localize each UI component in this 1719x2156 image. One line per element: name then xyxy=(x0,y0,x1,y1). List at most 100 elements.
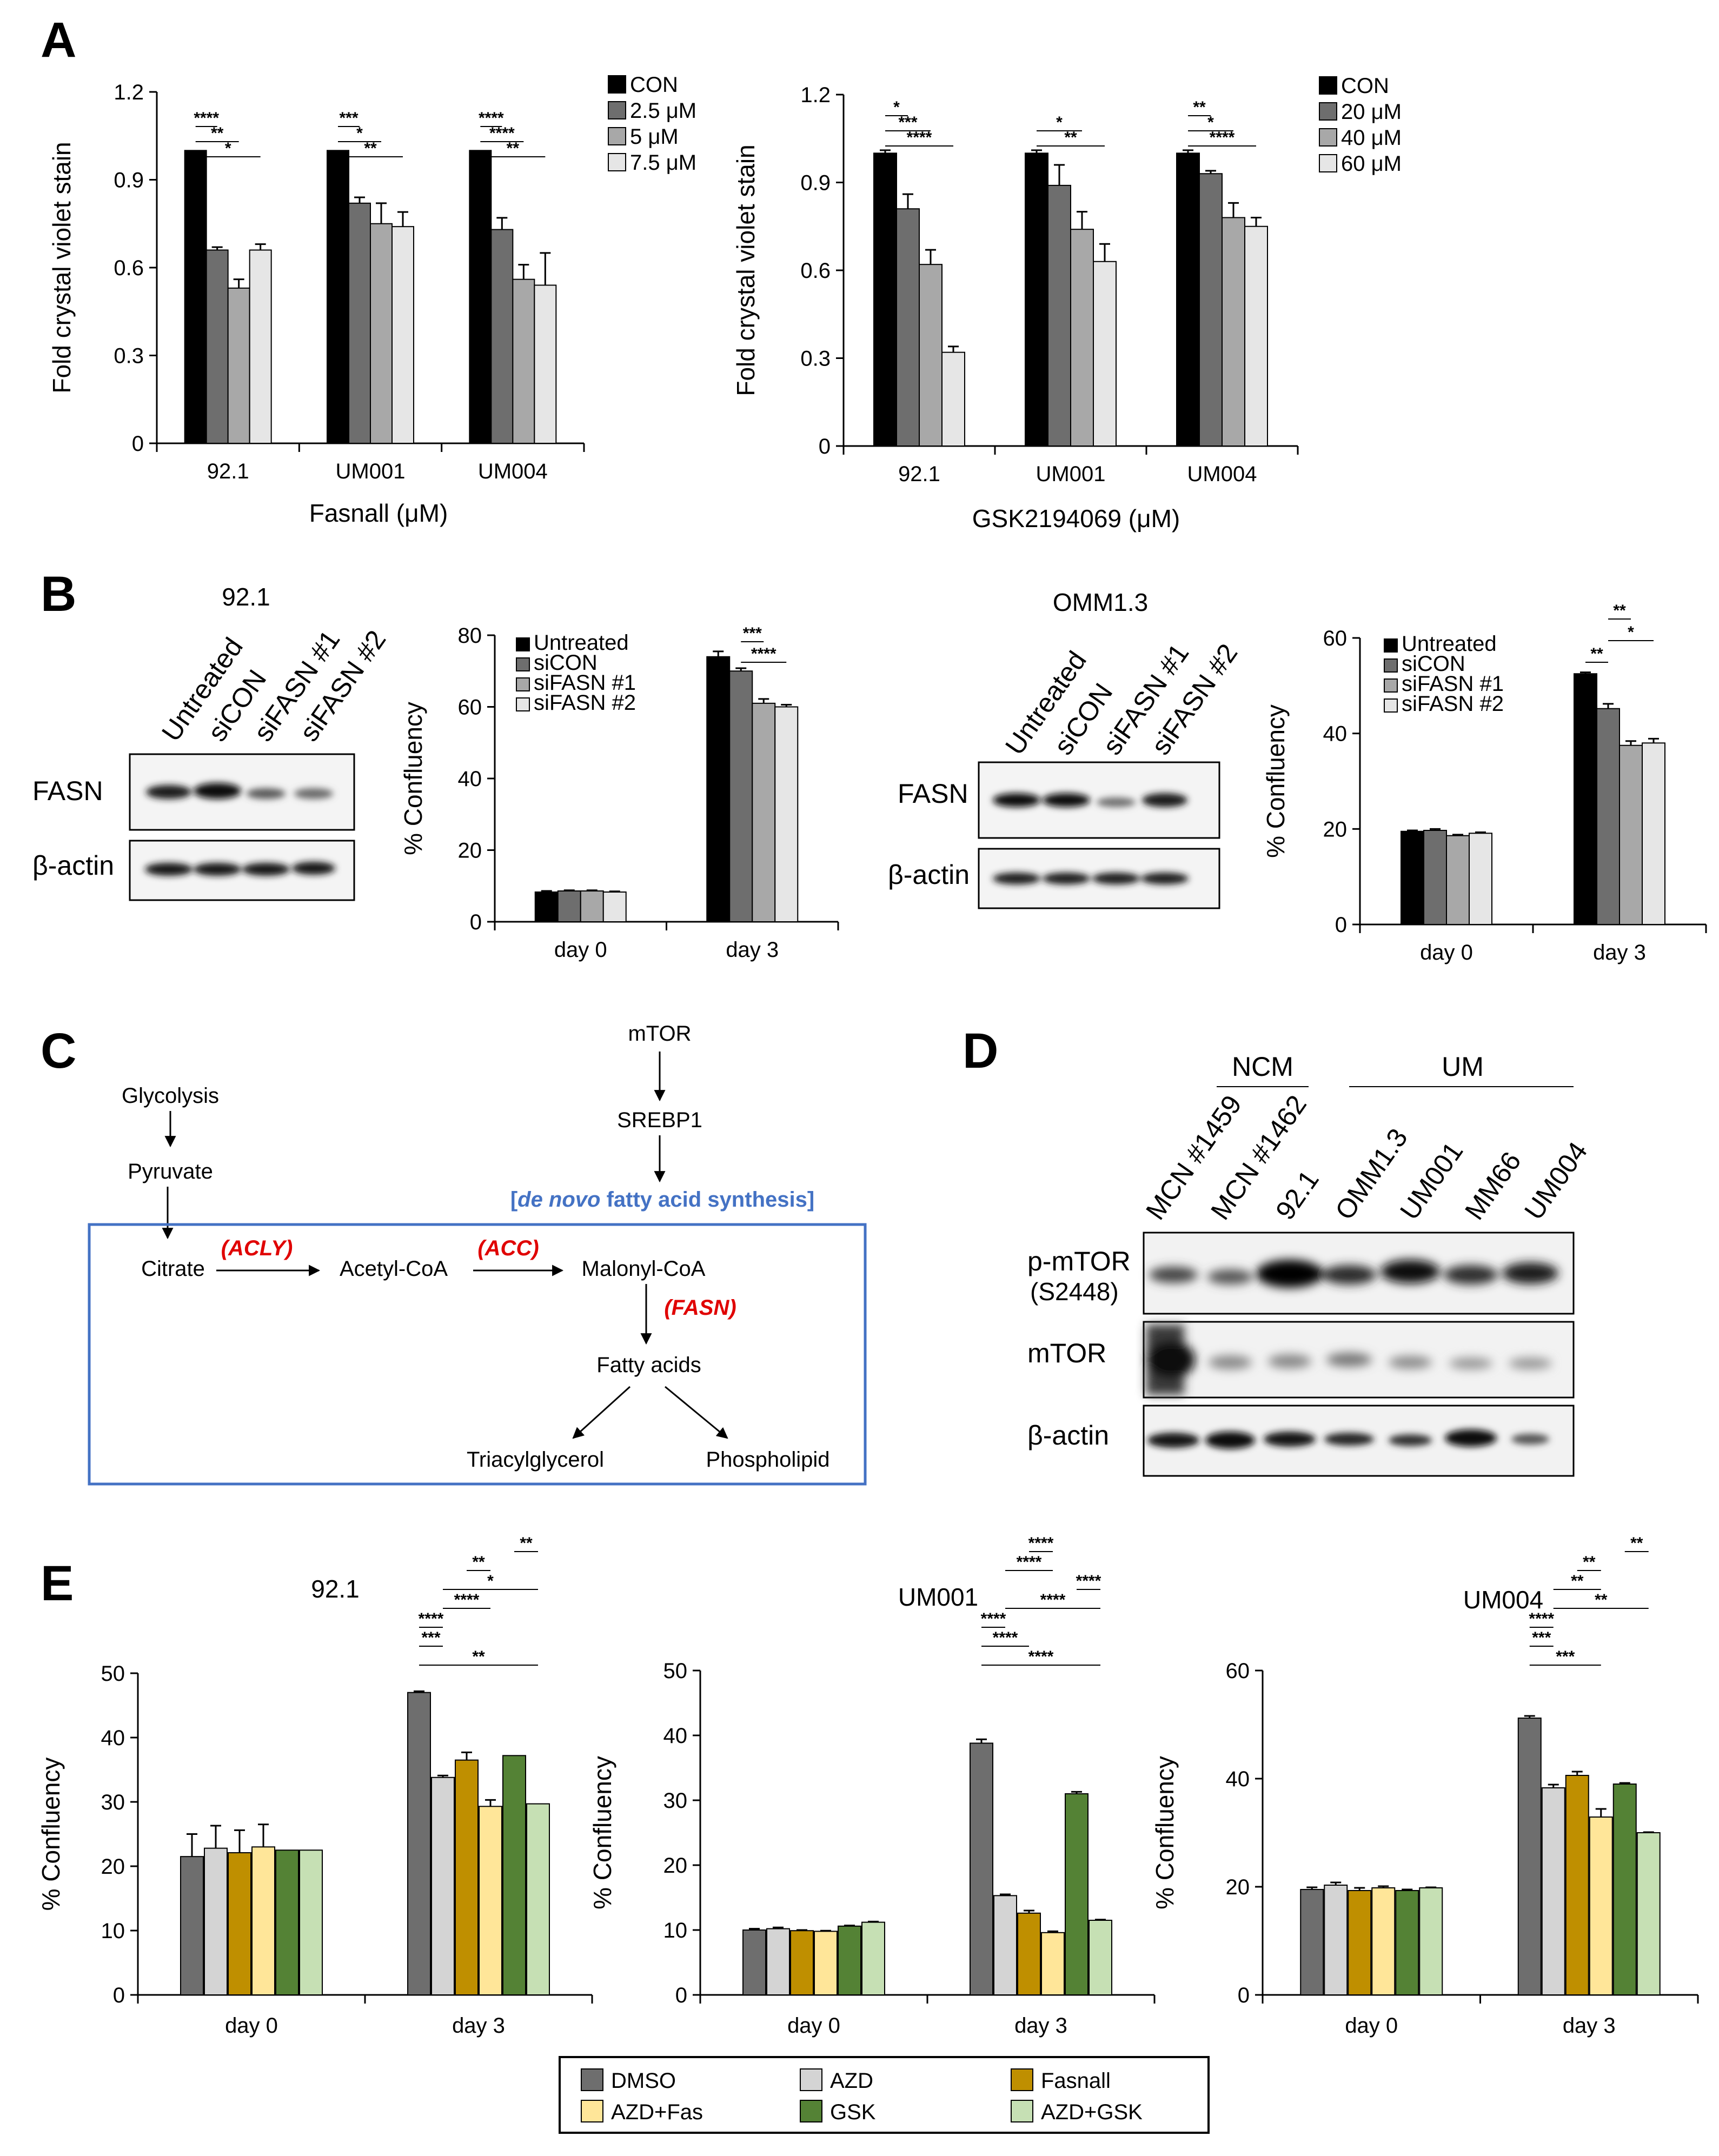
node-triacylglycerol: Triacylglycerol xyxy=(467,1448,604,1472)
y-tick-label: 0.6 xyxy=(114,256,144,280)
bar xyxy=(1093,261,1117,447)
blot-bands xyxy=(146,783,333,799)
y-tick-label: 30 xyxy=(663,1789,688,1813)
bar xyxy=(1469,833,1492,925)
pathway-title-rest: fatty acid synthesis] xyxy=(600,1188,814,1212)
x-tick-label: day 0 xyxy=(1345,2014,1398,2038)
blot-lane-label: MM66 xyxy=(1459,1146,1527,1225)
pathway-title-open: [ xyxy=(510,1188,517,1212)
y-tick-label: 10 xyxy=(663,1919,688,1942)
significance-label: ** xyxy=(1571,1572,1584,1590)
bar xyxy=(873,152,897,447)
significance-label: * xyxy=(1207,114,1214,131)
bar xyxy=(1222,217,1245,447)
y-axis-title: % Confluency xyxy=(399,702,427,855)
legend-label-fasnall: Fasnall xyxy=(1041,2069,1111,2093)
significance-label: **** xyxy=(419,1610,444,1628)
bar xyxy=(526,1803,550,1996)
x-tick-label: day 3 xyxy=(1593,941,1646,964)
bar xyxy=(1636,1832,1661,1995)
legend-swatch xyxy=(516,697,530,711)
y-tick-label: 20 xyxy=(1226,1875,1250,1899)
significance-label: ** xyxy=(1064,129,1077,147)
bar xyxy=(327,150,349,444)
blot-bands xyxy=(1149,1260,1558,1288)
bar xyxy=(1025,152,1048,447)
x-axis-title: Fasnall (μM) xyxy=(309,499,448,527)
legend-label: siFASN #1 xyxy=(534,671,636,695)
y-tick-label: 60 xyxy=(458,696,482,720)
legend-swatch xyxy=(1384,678,1398,693)
bar xyxy=(204,1847,228,1995)
significance-label: *** xyxy=(1532,1629,1551,1647)
legend-e: DMSO AZD Fasnall AZD+Fas GSK AZD+GSK xyxy=(559,2056,1210,2134)
significance-label: ** xyxy=(472,1648,485,1666)
significance-label: *** xyxy=(743,624,762,642)
significance-label: **** xyxy=(1076,1572,1101,1590)
y-tick-label: 40 xyxy=(663,1724,688,1748)
enzyme-acc: (ACC) xyxy=(477,1236,539,1260)
bar xyxy=(251,1846,275,1996)
bar xyxy=(512,278,535,444)
x-tick-label: day 3 xyxy=(726,938,779,962)
y-tick-label: 0 xyxy=(1238,1984,1250,2007)
y-tick-label: 0 xyxy=(675,1984,687,2007)
panel-label-c: C xyxy=(41,1023,76,1079)
y-axis-title: % Confluency xyxy=(1262,704,1290,858)
bar xyxy=(534,891,559,922)
bar xyxy=(1619,744,1643,925)
bar xyxy=(970,1742,993,1995)
legend-swatch-azd xyxy=(800,2068,822,2091)
group-label-um: UM xyxy=(1442,1052,1484,1082)
legend-swatch xyxy=(1384,638,1398,653)
significance-label: * xyxy=(487,1572,494,1590)
significance-label: *** xyxy=(898,114,917,131)
bar xyxy=(205,249,229,444)
enzyme-fasn: (FASN) xyxy=(664,1296,736,1320)
bar xyxy=(479,1806,502,1996)
bar xyxy=(1176,152,1200,447)
legend-label: 5 μM xyxy=(630,125,679,149)
bar xyxy=(407,1692,431,1995)
significance-label: **** xyxy=(1040,1591,1066,1609)
y-tick-label: 30 xyxy=(101,1791,125,1814)
legend-label-gsk: GSK xyxy=(830,2100,876,2124)
bar xyxy=(742,1929,766,1995)
bar xyxy=(1596,708,1620,925)
panel-label-b: B xyxy=(41,567,76,622)
x-axis-title: GSK2194069 (μM) xyxy=(972,504,1180,533)
bar xyxy=(502,1755,526,1996)
significance-label: ** xyxy=(1193,98,1206,116)
y-axis-title: % Confluency xyxy=(588,1756,616,1909)
bar xyxy=(814,1931,838,1995)
bar xyxy=(752,702,776,922)
bar xyxy=(275,1849,299,1995)
bar xyxy=(1070,229,1094,447)
bar xyxy=(228,1852,251,1995)
blot-row-label: FASN xyxy=(898,778,968,809)
blot-row-label: p-mTOR xyxy=(1027,1246,1131,1276)
significance-label: **** xyxy=(981,1610,1006,1628)
significance-label: **** xyxy=(993,1629,1018,1647)
node-fatty-acids: Fatty acids xyxy=(596,1353,701,1377)
significance-label: ** xyxy=(472,1553,485,1571)
bar xyxy=(348,202,371,444)
bar xyxy=(184,150,207,444)
blot-title: OMM1.3 xyxy=(1053,588,1148,616)
y-tick-label: 0 xyxy=(1335,913,1347,937)
bar xyxy=(602,891,627,922)
bar xyxy=(1348,1890,1372,1995)
bar xyxy=(1041,1932,1065,1996)
significance-label: **** xyxy=(479,109,504,127)
bar xyxy=(249,249,272,444)
legend-swatch xyxy=(608,153,626,171)
bar xyxy=(180,1856,204,1995)
bar xyxy=(861,1921,885,1996)
y-tick-label: 0.3 xyxy=(800,347,831,371)
bar xyxy=(766,1928,790,1996)
blot-title: 92.1 xyxy=(222,583,270,611)
blot-lane-label: UM004 xyxy=(1518,1136,1593,1225)
legend-swatch-dmso xyxy=(581,2068,603,2091)
y-axis-title: % Confluency xyxy=(1151,1756,1179,1909)
